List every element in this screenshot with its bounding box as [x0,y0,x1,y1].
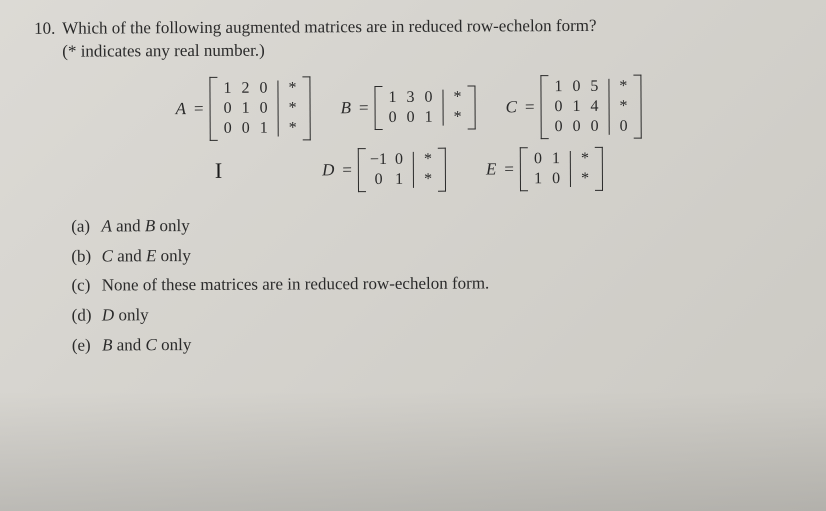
equals-sign: = [359,98,369,118]
matrices-row-2: I D = −10 01 ** E = 01 [31,146,787,194]
text-cursor-icon: I [215,158,222,184]
matrix-C-label: C [506,97,517,117]
matrix-A: A = 100 210 001 *** [175,76,310,141]
answer-options: (a) A and B only (b) C and E only (c) No… [71,208,788,360]
matrix-D-label: D [322,160,334,180]
matrix-A-label: A [176,99,186,119]
stem-line-1: Which of the following augmented matrice… [62,16,596,38]
page: 10.Which of the following augmented matr… [0,0,826,379]
option-b: (b) C and E only [71,238,787,271]
equals-sign: = [525,97,535,117]
question-stem: 10.Which of the following augmented matr… [34,14,786,64]
matrix-E-body: 01 10 ** [520,147,603,191]
page-shadow [0,391,826,511]
matrix-D-body: −10 01 ** [358,148,446,192]
option-d: (d) D only [72,297,788,330]
matrix-D: D = −10 01 ** [322,148,446,193]
matrix-C: C = 100 010 540 **0 [505,75,641,140]
option-a: (a) A and B only [71,208,787,241]
option-e: (e) B and C only [72,327,788,360]
matrix-C-body: 100 010 540 **0 [540,75,641,140]
option-c: (c) None of these matrices are in reduce… [71,267,787,300]
matrix-B-body: 10 30 01 ** [374,85,475,130]
matrix-B-label: B [341,98,351,118]
matrix-B: B = 10 30 01 ** [340,85,475,130]
question-number: 10. [34,18,62,41]
matrices-row-1: A = 100 210 001 *** B = 10 [30,74,786,142]
matrix-E-label: E [486,159,496,179]
equals-sign: = [194,99,204,119]
matrix-E: E = 01 10 ** [486,147,603,192]
equals-sign: = [342,160,352,180]
stem-line-2: (* indicates any real number.) [62,41,265,61]
equals-sign: = [504,159,514,179]
matrix-A-body: 100 210 001 *** [209,76,310,141]
